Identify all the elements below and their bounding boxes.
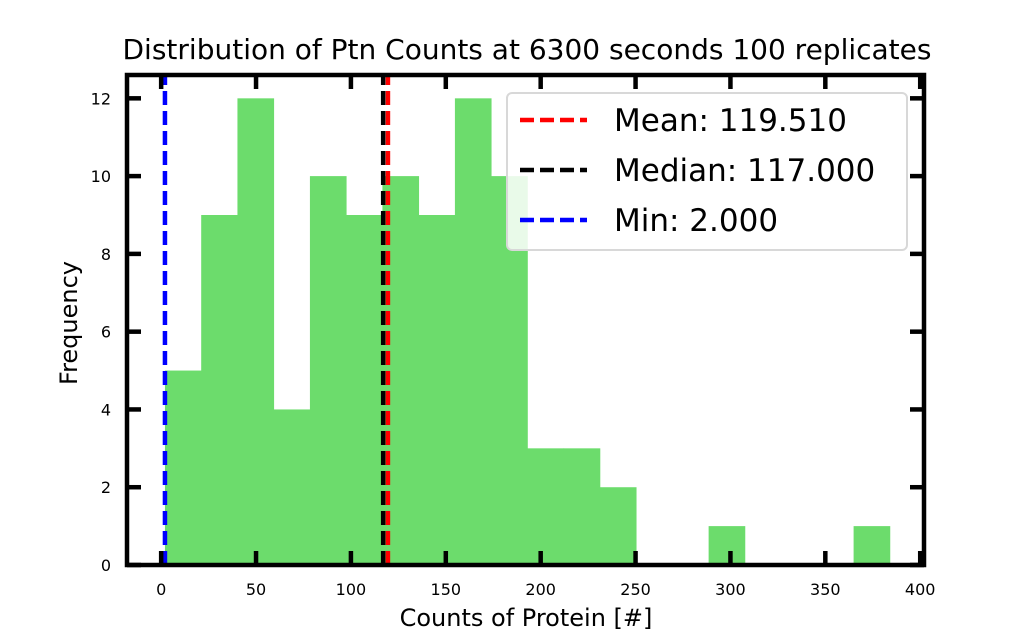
- x-tick-label: 0: [156, 580, 166, 599]
- legend-box: [506, 92, 908, 251]
- histogram-bar: [309, 176, 347, 565]
- histogram-bar: [164, 370, 202, 565]
- x-tick-label: 100: [336, 580, 367, 599]
- histogram-bar: [853, 526, 891, 565]
- y-tick-label: 12: [91, 89, 111, 108]
- plot-frame: [124, 72, 927, 568]
- reference-lines: [162, 75, 391, 565]
- histogram-bar: [708, 526, 746, 565]
- histogram-bar: [418, 215, 456, 565]
- histogram-bar: [527, 448, 565, 565]
- x-tick-label: 200: [525, 580, 556, 599]
- y-tick-label: 10: [91, 167, 111, 186]
- y-tick-label: 6: [101, 323, 111, 342]
- x-axis-label: Counts of Protein [#]: [400, 604, 653, 632]
- chart-title: Distribution of Ptn Counts at 6300 secon…: [123, 33, 932, 66]
- histogram-bar: [563, 448, 601, 565]
- x-tick-label: 150: [431, 580, 462, 599]
- y-tick-label: 0: [101, 556, 111, 575]
- legend: Mean: 119.510 Median: 117.000 Min: 2.000: [506, 92, 908, 251]
- x-tick-label: 300: [715, 580, 746, 599]
- x-tick-label: 350: [810, 580, 841, 599]
- legend-label-0: Mean: 119.510: [614, 103, 847, 139]
- histogram-bar: [237, 98, 275, 565]
- histogram-bar: [346, 215, 383, 565]
- y-axis-label: Frequency: [55, 261, 83, 385]
- histogram-bar: [201, 215, 238, 565]
- y-tick-label: 4: [101, 400, 111, 419]
- histogram-bar: [273, 409, 311, 565]
- y-tick-label: 8: [101, 245, 111, 264]
- x-axis-ticks: 0 50 100 150 200 250 300 350 400: [156, 75, 935, 599]
- x-tick-label: 50: [246, 580, 266, 599]
- histogram-bars: [164, 98, 891, 565]
- legend-label-1: Median: 117.000: [614, 153, 875, 189]
- y-tick-label: 2: [101, 478, 111, 497]
- legend-label-2: Min: 2.000: [614, 203, 778, 239]
- histogram-bar: [454, 98, 492, 565]
- histogram-bar: [599, 487, 637, 565]
- y-axis-ticks: 0 2 4 6 8 10 12: [91, 89, 924, 575]
- x-tick-label: 400: [905, 580, 936, 599]
- x-tick-label: 250: [620, 580, 651, 599]
